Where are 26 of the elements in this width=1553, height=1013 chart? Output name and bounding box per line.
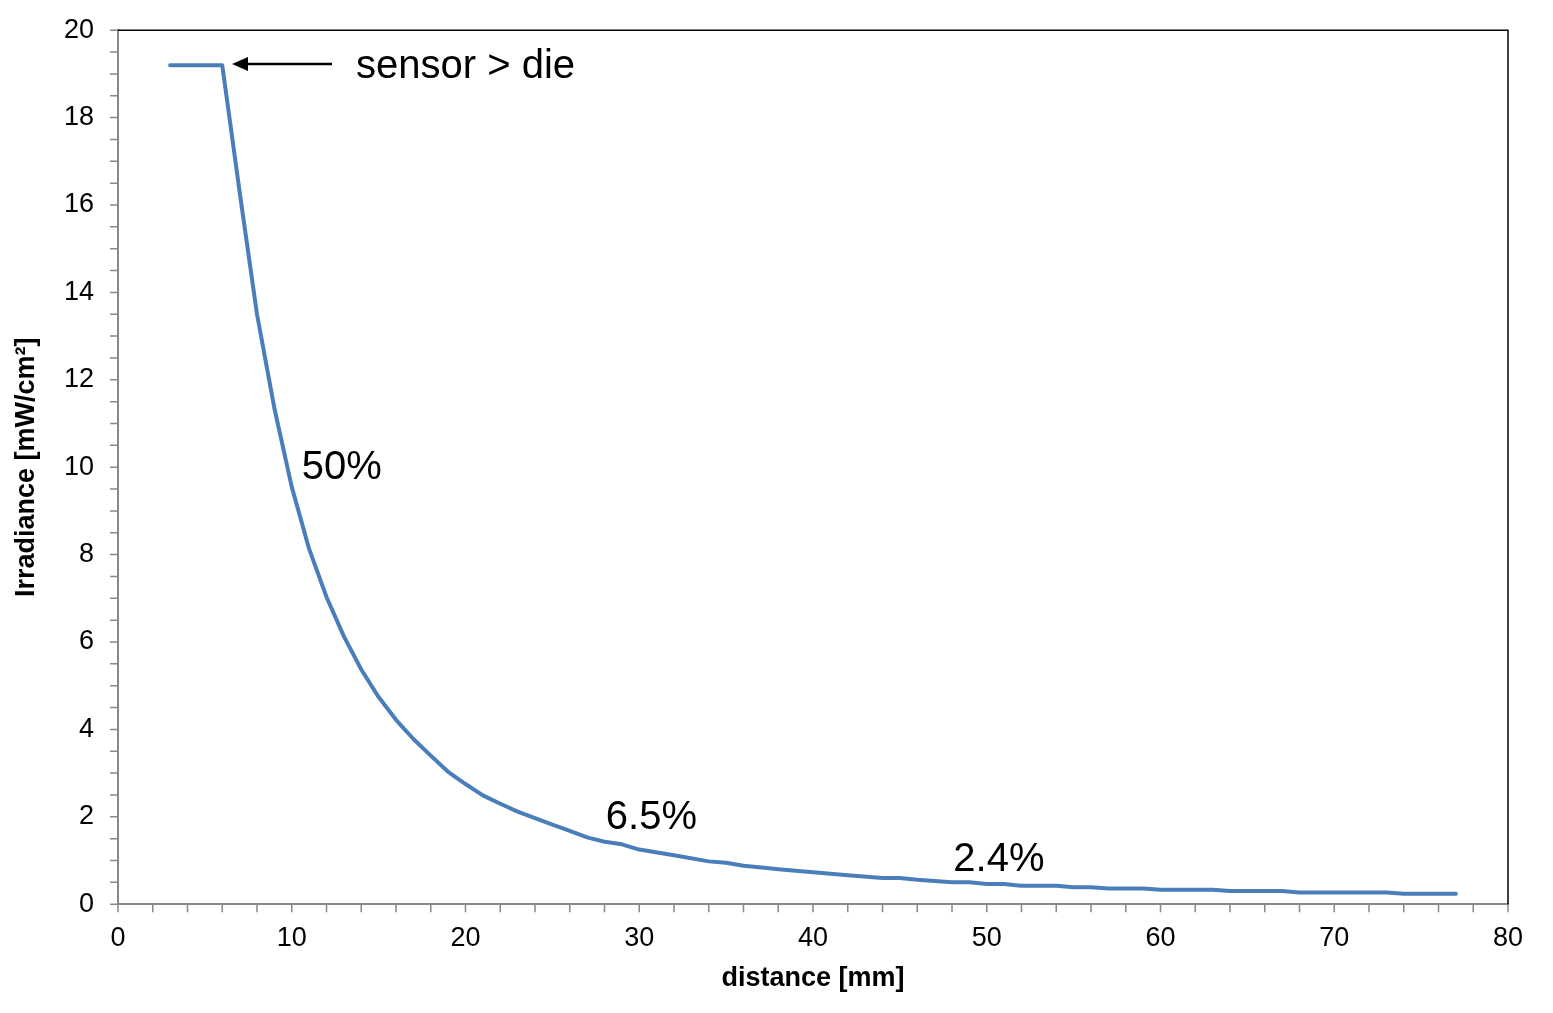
y-tick-label: 6 (78, 625, 94, 656)
y-tick-label: 0 (78, 887, 94, 918)
x-tick-label: 0 (110, 921, 126, 952)
x-tick-label: 80 (1492, 921, 1524, 952)
x-tick-label: 50 (971, 921, 1002, 952)
y-tick-label: 10 (63, 450, 94, 481)
y-tick-label: 12 (63, 363, 94, 394)
x-tick-label: 10 (276, 921, 307, 952)
x-tick-label: 40 (797, 921, 829, 952)
x-tick-label: 20 (450, 921, 481, 952)
annotation: 6.5% (605, 792, 697, 837)
y-tick-label: 2 (78, 800, 94, 831)
y-tick-label: 8 (78, 538, 94, 569)
y-tick-label: 4 (78, 712, 94, 743)
x-tick-label: 60 (1145, 921, 1176, 952)
x-tick-label: 70 (1319, 921, 1350, 952)
annotation: 50% (301, 443, 382, 488)
y-tick-label: 16 (63, 188, 94, 219)
y-tick-label: 20 (63, 13, 94, 44)
annotation: 2.4% (953, 835, 1045, 880)
x-axis-title: distance [mm] (721, 962, 905, 993)
y-tick-label: 18 (63, 101, 94, 132)
y-axis-title: Irradiance [mW/cm²] (9, 337, 40, 597)
y-tick-label: 14 (63, 275, 94, 306)
annotation: sensor > die (356, 42, 576, 87)
x-tick-label: 30 (624, 921, 655, 952)
